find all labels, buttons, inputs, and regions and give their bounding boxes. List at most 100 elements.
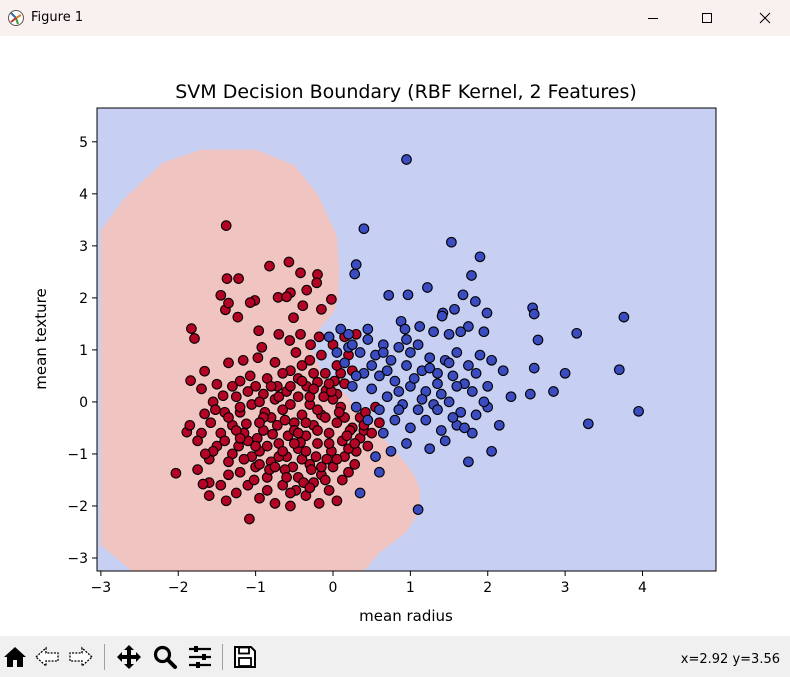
data-point-class1 <box>424 443 436 455</box>
data-point-class1 <box>463 360 474 371</box>
data-point-class0 <box>288 438 300 449</box>
y-tick-label: 3 <box>79 239 88 255</box>
window-title: Figure 1 <box>31 10 84 25</box>
forward-button[interactable] <box>68 644 94 670</box>
configure-subplots-button[interactable] <box>187 644 213 670</box>
data-point-class0 <box>273 391 285 403</box>
back-arrow-icon <box>35 646 59 668</box>
data-point-class1 <box>457 289 469 301</box>
data-point-class0 <box>234 466 246 478</box>
data-point-class0 <box>203 490 215 501</box>
data-point-class0 <box>271 419 283 431</box>
data-point-class0 <box>223 357 234 369</box>
data-point-class0 <box>312 425 323 436</box>
x-tick-label: 2 <box>483 580 492 596</box>
zoom-button[interactable] <box>152 644 178 670</box>
data-point-class1 <box>466 386 478 397</box>
data-point-class0 <box>189 333 200 344</box>
data-point-class0 <box>288 312 299 324</box>
data-point-class0 <box>296 375 308 387</box>
close-icon <box>759 12 771 24</box>
data-point-class0 <box>283 256 295 268</box>
data-point-class1 <box>463 321 474 332</box>
data-point-class1 <box>451 347 463 358</box>
back-button[interactable] <box>34 644 60 670</box>
data-point-class1 <box>401 334 412 345</box>
data-point-class0 <box>267 428 278 440</box>
maximize-button[interactable] <box>684 0 730 36</box>
data-point-class1 <box>385 354 397 366</box>
data-point-class1 <box>470 296 481 307</box>
data-point-class0 <box>290 347 302 358</box>
data-point-class1 <box>532 334 544 346</box>
pan-button[interactable] <box>116 644 142 670</box>
data-point-class0 <box>319 367 331 379</box>
data-point-class0 <box>210 404 221 416</box>
data-point-class1 <box>362 323 374 335</box>
data-point-class1 <box>470 367 482 379</box>
data-point-class1 <box>505 391 517 403</box>
y-tick-label: 4 <box>79 187 88 203</box>
data-point-class0 <box>170 467 182 479</box>
minimize-button[interactable] <box>630 0 676 36</box>
data-point-class0 <box>238 453 250 465</box>
data-point-class0 <box>250 440 261 452</box>
data-point-class0 <box>366 427 378 439</box>
data-point-class1 <box>449 303 460 315</box>
data-point-class1 <box>389 375 401 387</box>
figure-canvas[interactable]: SVM Decision Boundary (RBF Kernel, 2 Fea… <box>0 36 790 636</box>
data-point-class0 <box>284 335 296 346</box>
toolbar-separator <box>222 644 223 670</box>
data-point-class0 <box>277 445 289 457</box>
data-point-class1 <box>354 347 366 358</box>
save-button[interactable] <box>232 644 258 670</box>
data-point-class1 <box>414 321 426 332</box>
data-point-class0 <box>318 391 330 403</box>
data-point-class0 <box>323 378 335 390</box>
data-point-class1 <box>350 401 362 413</box>
data-point-class1 <box>385 445 397 457</box>
data-point-class0 <box>319 412 331 423</box>
data-point-class1 <box>346 380 358 392</box>
data-point-class1 <box>571 327 583 339</box>
data-point-class0 <box>196 383 207 395</box>
data-point-class1 <box>343 328 354 340</box>
data-point-class1 <box>548 386 559 397</box>
data-point-class1 <box>455 326 467 338</box>
data-point-class0 <box>186 323 197 334</box>
data-point-class0 <box>333 406 345 418</box>
data-point-class1 <box>389 414 401 426</box>
data-point-class0 <box>295 328 306 340</box>
x-tick-label: −2 <box>168 580 189 596</box>
data-point-class0 <box>215 289 227 301</box>
data-point-class1 <box>439 435 451 447</box>
data-point-class1 <box>383 289 395 301</box>
y-axis-label: mean texture <box>32 288 50 389</box>
data-point-class1 <box>528 308 540 320</box>
data-point-class1 <box>451 380 463 392</box>
data-point-class1 <box>350 259 362 270</box>
close-button[interactable] <box>742 0 788 36</box>
data-point-class1 <box>443 357 455 369</box>
data-point-class1 <box>335 323 347 335</box>
save-icon <box>234 646 256 668</box>
data-point-class1 <box>393 404 405 416</box>
data-point-class0 <box>305 339 316 351</box>
data-point-class1 <box>401 438 412 449</box>
data-point-class1 <box>463 456 474 468</box>
data-point-class1 <box>412 404 424 416</box>
data-point-class0 <box>230 391 242 403</box>
chart-title: SVM Decision Boundary (RBF Kernel, 2 Fea… <box>175 81 637 103</box>
y-tick-label: 1 <box>79 343 88 359</box>
data-point-class1 <box>393 341 405 353</box>
data-point-class0 <box>261 440 273 452</box>
data-point-class1 <box>478 396 490 408</box>
data-point-class0 <box>205 417 217 429</box>
home-button[interactable] <box>2 644 28 670</box>
y-tick-label: −2 <box>67 499 88 515</box>
data-point-class1 <box>435 388 447 400</box>
data-point-class0 <box>184 419 196 431</box>
data-point-class0 <box>362 440 374 452</box>
data-point-class0 <box>215 479 227 491</box>
data-point-class1 <box>366 383 378 395</box>
